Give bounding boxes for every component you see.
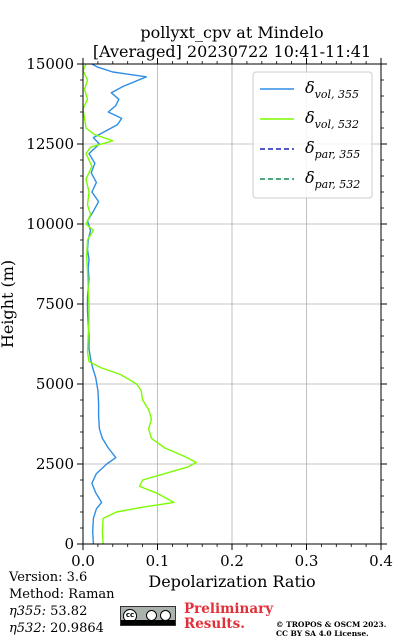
chart-title-line2: [Averaged] 20230722 10:41-11:41: [93, 42, 371, 61]
chart-title-line1: pollyxt_cpv at Mindelo: [140, 23, 323, 42]
x-tick-label: 0.4: [369, 552, 393, 570]
legend: δvol, 355 δvol, 532 δpar, 355 δpar, 532: [252, 71, 373, 199]
copyright-line1: © TROPOS & OSCM 2023.: [276, 620, 387, 629]
eta532-label: η532:: [9, 621, 46, 636]
version-text: Version: 3.6: [9, 570, 88, 585]
copyright-line2: CC BY SA 4.0 License.: [276, 629, 369, 638]
y-tick-label: 12500: [26, 135, 74, 153]
method-text: Method: Raman: [9, 587, 115, 602]
preliminary-results: Preliminary Results.: [184, 602, 273, 632]
license-strip: [121, 620, 175, 625]
preliminary-line2: Results.: [184, 616, 245, 632]
y-tick-label: 5000: [36, 375, 74, 393]
copyright-notice: © TROPOS & OSCM 2023. CC BY SA 4.0 Licen…: [276, 620, 386, 638]
series-group: [82, 63, 197, 545]
footer-meta: Version: 3.6 Method: Raman η355: 53.82 η…: [9, 569, 115, 637]
series-line-vol532: [82, 63, 197, 545]
eta355-row: η355: 53.82: [9, 603, 115, 620]
preliminary-line1: Preliminary: [184, 601, 274, 617]
legend-label: δvol, 532: [305, 108, 359, 131]
x-tick-label: 0.1: [146, 552, 170, 570]
x-tick-label: 0.3: [295, 552, 319, 570]
eta532-row: η532: 20.9864: [9, 620, 115, 637]
series-line-vol355: [86, 63, 147, 545]
legend-label: δpar, 355: [305, 138, 360, 161]
x-axis-label: Depolarization Ratio: [148, 572, 315, 591]
eta355-value: 53.82: [50, 604, 88, 619]
eta355-label: η355:: [9, 604, 46, 619]
x-tick-label: 0.2: [220, 552, 244, 570]
eta532-value: 20.9864: [50, 621, 104, 636]
y-tick-label: 0: [64, 535, 74, 553]
legend-box: [252, 71, 373, 199]
axis-ticks: 0.0 0.1 0.2 0.3 0.4 0 2500 5000 7500 10000 12500 15…: [26, 55, 393, 570]
y-tick-label: 2500: [36, 455, 74, 473]
legend-label: δvol, 355: [305, 78, 359, 101]
y-tick-label: 7500: [36, 295, 74, 313]
y-axis-label: Height (m): [0, 260, 17, 348]
y-tick-label: 10000: [26, 215, 74, 233]
x-tick-label: 0.0: [71, 552, 95, 570]
depolarization-profile-chart: pollyxt_cpv at Mindelo [Averaged] 202307…: [0, 23, 393, 591]
y-tick-label: 15000: [26, 55, 74, 73]
cc-license-logo: cc: [120, 606, 176, 626]
legend-label: δpar, 532: [305, 168, 360, 191]
